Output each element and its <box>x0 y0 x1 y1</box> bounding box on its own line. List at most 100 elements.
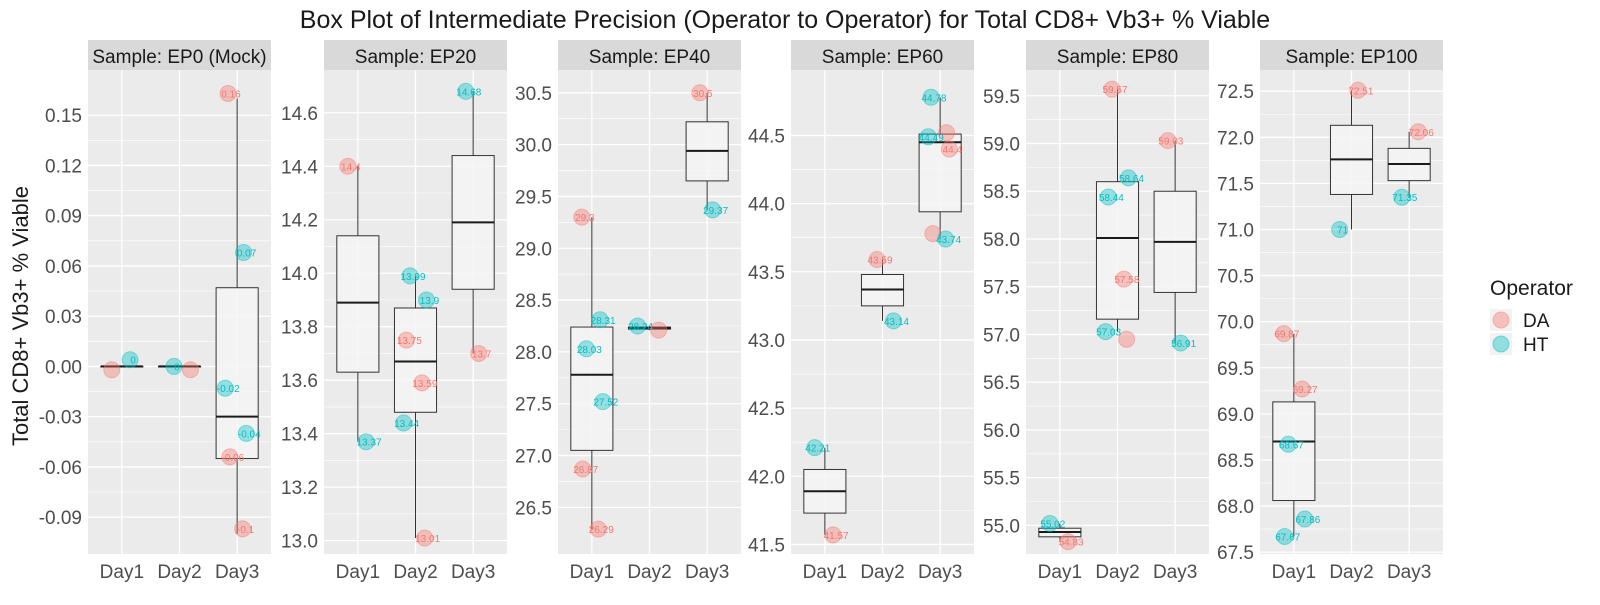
data-label: 13.01 <box>415 534 440 545</box>
x-tick-label: Day2 <box>860 562 904 583</box>
box <box>918 97 962 240</box>
data-point <box>574 460 592 478</box>
data-label: 72.51 <box>1348 86 1373 97</box>
data-point <box>1393 188 1411 206</box>
data-label: 43.74 <box>936 235 961 246</box>
x-tick-label: Day3 <box>685 562 729 583</box>
data-point <box>1409 123 1427 141</box>
data-point <box>704 201 722 219</box>
data-label: 71.35 <box>1392 193 1417 204</box>
data-label: 13.44 <box>394 419 419 430</box>
data-point <box>868 251 886 269</box>
facet-strip-label: Sample: EP60 <box>822 47 943 68</box>
data-point <box>650 321 668 339</box>
box <box>336 166 380 442</box>
data-label: 71 <box>1337 225 1349 236</box>
data-point <box>417 291 435 309</box>
data-point <box>806 439 824 457</box>
legend-label: DA <box>1523 311 1550 332</box>
y-tick-label: 68.0 <box>1217 497 1254 518</box>
data-label: 13.9 <box>420 296 440 307</box>
data-point <box>924 225 942 243</box>
y-tick-label: 67.5 <box>1217 543 1254 564</box>
data-point <box>1118 330 1136 348</box>
data-point <box>1331 220 1349 238</box>
data-point <box>1349 81 1367 99</box>
y-tick-label: 70.5 <box>1217 267 1254 288</box>
data-label: 55.02 <box>1040 519 1065 530</box>
facet-strip-label: Sample: EP40 <box>589 47 710 68</box>
x-tick-label: Day1 <box>100 562 144 583</box>
y-tick-label: 13.0 <box>281 532 318 553</box>
data-label: 13.59 <box>412 379 437 390</box>
data-point <box>1279 435 1297 453</box>
data-point <box>103 361 121 379</box>
data-point <box>121 351 139 369</box>
y-tick-label: 58.5 <box>983 182 1020 203</box>
legend-marker <box>1492 335 1510 353</box>
y-tick-label: 56.0 <box>983 421 1020 442</box>
data-point <box>691 84 709 102</box>
box-iqr <box>393 307 438 413</box>
data-label: 26.29 <box>589 525 614 536</box>
facet-panel: 30.5 30.0 29.5 29.0 28.5 28.0 27.5 27.0 26.5 Samp… <box>515 40 741 583</box>
x-tick-label: Day1 <box>570 562 614 583</box>
box-iqr <box>336 235 380 373</box>
y-tick-label: 41.5 <box>748 535 785 556</box>
data-label: 59.57 <box>1102 85 1127 96</box>
y-tick-label: 14.6 <box>281 104 318 125</box>
data-label: 0 <box>174 362 180 373</box>
box <box>1095 89 1140 332</box>
data-label: 0.07 <box>237 249 257 260</box>
y-tick-label: 28.5 <box>515 291 552 312</box>
y-tick-label: 57.0 <box>983 325 1020 346</box>
data-label: 28.31 <box>591 316 616 327</box>
legend-label: HT <box>1523 335 1549 356</box>
facet-panel: 0.15 0.12 0.09 0.06 0.03 0.00 -0.03 -0.06 -0.09 S… <box>39 40 271 583</box>
x-tick-label: Day2 <box>627 562 671 583</box>
facet-strip <box>1026 40 1209 70</box>
x-tick-label: Day1 <box>336 562 380 583</box>
data-point <box>919 128 937 146</box>
data-label: 43.59 <box>867 256 892 267</box>
facet-strip-label: Sample: EP100 <box>1285 47 1417 68</box>
x-tick-label: Day1 <box>1038 562 1082 583</box>
facet-panel: 72.5 72.0 71.5 71.0 70.5 70.0 69.5 69.0 68.5 68.0… <box>1217 40 1443 583</box>
box <box>860 259 905 321</box>
facet-panel: 14.6 14.4 14.2 14.0 13.8 13.6 13.4 13.2 13.0 Samp… <box>281 40 507 583</box>
data-point <box>1103 80 1121 98</box>
y-tick-label: 13.8 <box>281 318 318 339</box>
data-point <box>937 230 955 248</box>
box <box>1038 523 1082 542</box>
data-label: 41.57 <box>824 531 849 542</box>
box <box>100 365 144 368</box>
legend-key <box>1490 333 1512 355</box>
data-label: 27.52 <box>593 398 618 409</box>
box <box>393 275 438 538</box>
y-tick-label: 71.0 <box>1217 220 1254 241</box>
legend: Operator DA HT <box>1490 277 1573 356</box>
y-tick-label: 72.5 <box>1217 82 1254 103</box>
data-label: 72.06 <box>1409 128 1434 139</box>
data-label: 29.37 <box>703 206 728 217</box>
y-tick-label: 59.5 <box>983 87 1020 108</box>
box-iqr <box>215 287 259 460</box>
data-point <box>1115 270 1133 288</box>
y-tick-label: 0.15 <box>45 106 82 127</box>
y-tick-label: 0.03 <box>45 307 82 328</box>
data-label: 56.91 <box>1171 339 1196 350</box>
y-tick-label: 42.5 <box>748 399 785 420</box>
data-label: 57.58 <box>1114 275 1139 286</box>
y-tick-label: 42.0 <box>748 467 785 488</box>
x-tick-label: Day3 <box>1153 562 1197 583</box>
data-label: 69.87 <box>1274 330 1299 341</box>
data-point <box>591 311 609 329</box>
facet-panel: 59.5 59.0 58.5 58.0 57.5 57.0 56.5 56.0 55.5 55.0… <box>983 40 1209 583</box>
data-label: 44.78 <box>921 93 946 104</box>
data-point <box>1059 533 1077 551</box>
facet-strip <box>88 40 271 70</box>
data-point <box>235 244 253 262</box>
data-label: 0 <box>130 356 136 367</box>
y-tick-label: 68.5 <box>1217 451 1254 472</box>
